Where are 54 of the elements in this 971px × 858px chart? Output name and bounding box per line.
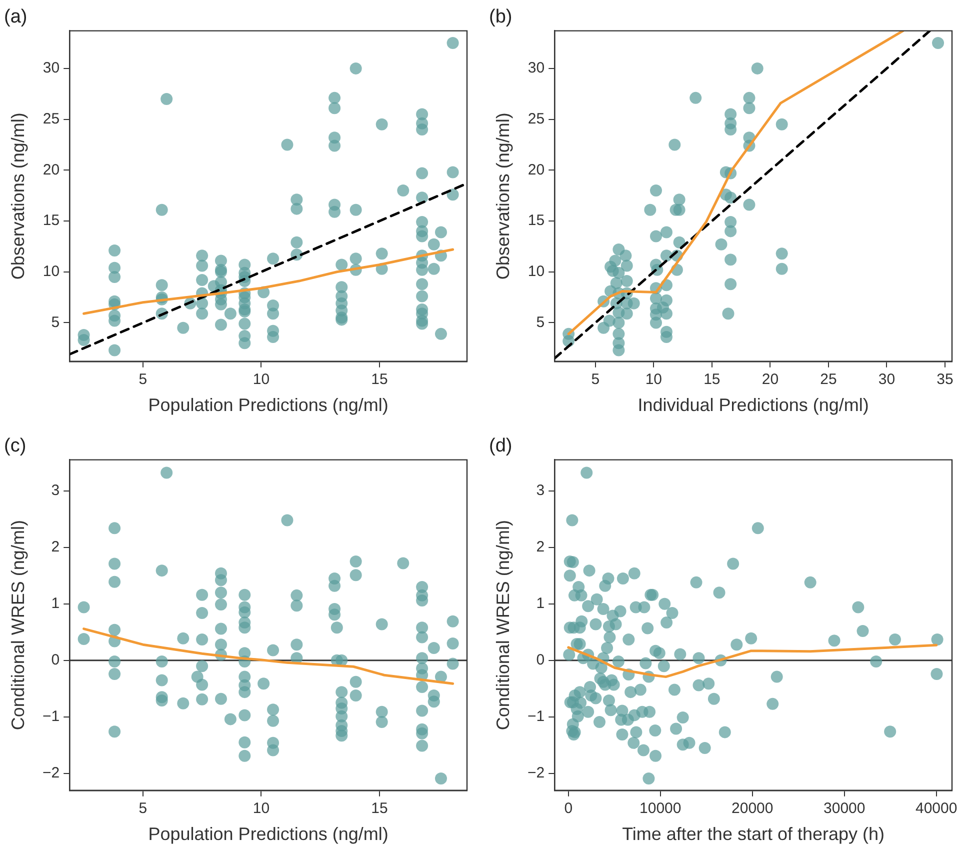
y-tick-label: 3 [51,482,60,500]
y-tick-label: 3 [536,482,545,500]
y-tick-label: 1 [51,595,60,612]
y-tick-label: 2 [51,538,60,556]
x-tick-label: 10000 [640,800,682,818]
x-tick-label: 10 [645,371,662,388]
x-tick-label: 20000 [732,800,774,818]
x-tick-label: 0 [564,800,573,818]
x-tick-label: 15 [371,371,388,388]
x-axis-title: Individual Predictions (ng/ml) [638,395,869,416]
y-tick-label: 15 [528,212,545,230]
x-axis-title: Time after the start of therapy (h) [622,824,885,844]
y-tick-label: 1 [536,595,545,612]
chart-title: (b) [489,6,512,28]
x-tick-label: 40000 [916,800,958,818]
y-tick-label: 25 [42,110,60,128]
y-tick-label: 0 [51,652,60,669]
y-tick-label: 30 [42,60,60,77]
y-tick-label: −2 [42,764,60,782]
y-tick-label: 25 [528,110,545,128]
y-tick-label: 30 [528,60,545,77]
y-tick-label: 20 [42,161,60,178]
y-tick-label: 10 [528,263,545,280]
x-tick-label: 5 [591,371,600,388]
x-tick-label: 20 [762,371,779,388]
y-axis-title: Conditional WRES (ng/ml) [8,520,28,730]
x-tick-label: 15 [371,800,388,818]
y-tick-label: −2 [527,764,545,782]
y-tick-label: 10 [42,263,60,280]
y-axis-title: Observations (ng/ml) [8,112,28,280]
y-tick-label: 5 [51,314,60,331]
x-tick-label: 35 [936,371,954,388]
x-axis-title: Population Predictions (ng/ml) [148,824,388,844]
y-axis-title: Observations (ng/ml) [492,112,513,280]
y-axis-title: Conditional WRES (ng/ml) [492,520,513,730]
y-tick-label: −1 [42,708,60,726]
x-tick-label: 10 [252,371,270,388]
chart-title: (c) [4,436,26,457]
x-tick-label: 30000 [824,800,866,818]
y-tick-label: 15 [42,212,60,230]
y-tick-label: 20 [528,161,545,178]
x-tick-label: 5 [138,800,148,818]
x-tick-label: 15 [704,371,720,388]
y-tick-label: 2 [536,538,545,556]
y-tick-label: 0 [536,652,545,669]
x-tick-label: 10 [252,800,270,818]
chart-title: (d) [489,436,512,457]
y-tick-label: 5 [536,314,545,331]
x-tick-label: 5 [138,371,148,388]
x-tick-label: 25 [820,371,837,388]
x-tick-label: 30 [878,371,896,388]
x-axis-title: Population Predictions (ng/ml) [148,395,388,416]
y-tick-label: −1 [527,708,545,726]
chart-title: (a) [4,6,28,28]
